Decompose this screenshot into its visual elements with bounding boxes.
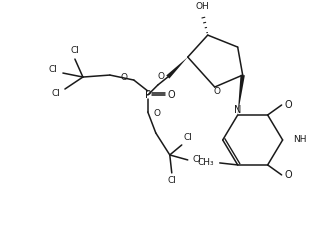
Text: Cl: Cl — [192, 155, 201, 164]
Polygon shape — [166, 57, 188, 79]
Text: NH: NH — [294, 135, 307, 144]
Text: P: P — [145, 90, 151, 100]
Text: Cl: Cl — [51, 88, 60, 97]
Text: O: O — [213, 87, 220, 96]
Text: CH₃: CH₃ — [197, 158, 214, 167]
Text: O: O — [121, 72, 128, 81]
Text: O: O — [157, 72, 164, 81]
Text: Cl: Cl — [167, 176, 176, 185]
Text: O: O — [285, 170, 292, 180]
Text: Cl: Cl — [183, 133, 192, 142]
Text: O: O — [285, 100, 292, 110]
Text: Cl: Cl — [48, 65, 57, 74]
Text: OH: OH — [196, 2, 210, 11]
Polygon shape — [238, 75, 245, 115]
Text: O: O — [154, 110, 161, 119]
Text: Cl: Cl — [70, 46, 79, 55]
Text: N: N — [234, 105, 241, 115]
Text: O: O — [168, 90, 175, 100]
